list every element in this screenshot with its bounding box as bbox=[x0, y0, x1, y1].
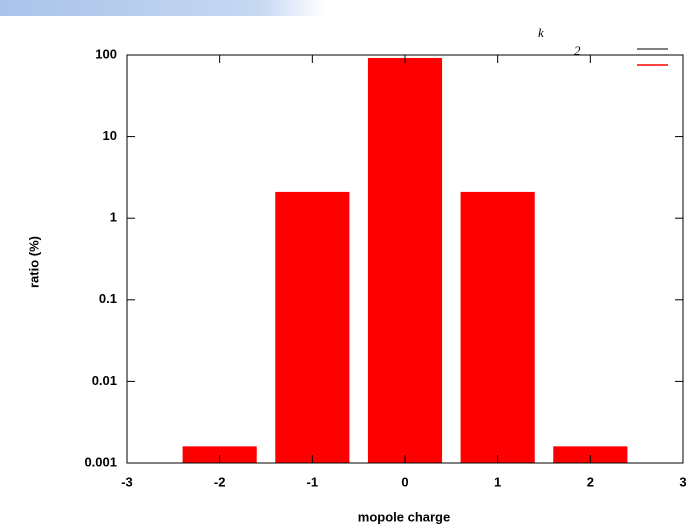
bar bbox=[182, 446, 257, 463]
y-axis-label: ratio (%) bbox=[26, 236, 41, 288]
bar bbox=[275, 191, 350, 463]
bar bbox=[553, 446, 628, 463]
y-tick-label: 1 bbox=[110, 210, 117, 225]
bar bbox=[367, 57, 443, 463]
bar bbox=[460, 191, 535, 463]
y-tick-label: 100 bbox=[95, 46, 117, 61]
x-tick-label: 3 bbox=[679, 474, 686, 489]
y-tick-label: 0.001 bbox=[84, 454, 117, 469]
x-tick-label: 1 bbox=[494, 474, 501, 489]
x-axis-label: mopole charge bbox=[358, 509, 450, 524]
y-tick-label: 0.1 bbox=[99, 291, 117, 306]
y-tick-label: 10 bbox=[103, 128, 117, 143]
x-tick-label: -2 bbox=[214, 474, 226, 489]
background-image bbox=[0, 0, 325, 16]
annotation-sub: 2 bbox=[574, 43, 581, 58]
x-tick-label: 2 bbox=[587, 474, 594, 489]
x-tick-label: -1 bbox=[307, 474, 319, 489]
x-tick-label: 0 bbox=[401, 474, 408, 489]
annotation: k bbox=[538, 25, 544, 40]
x-tick-label: -3 bbox=[121, 474, 133, 489]
y-tick-label: 0.01 bbox=[92, 373, 117, 388]
